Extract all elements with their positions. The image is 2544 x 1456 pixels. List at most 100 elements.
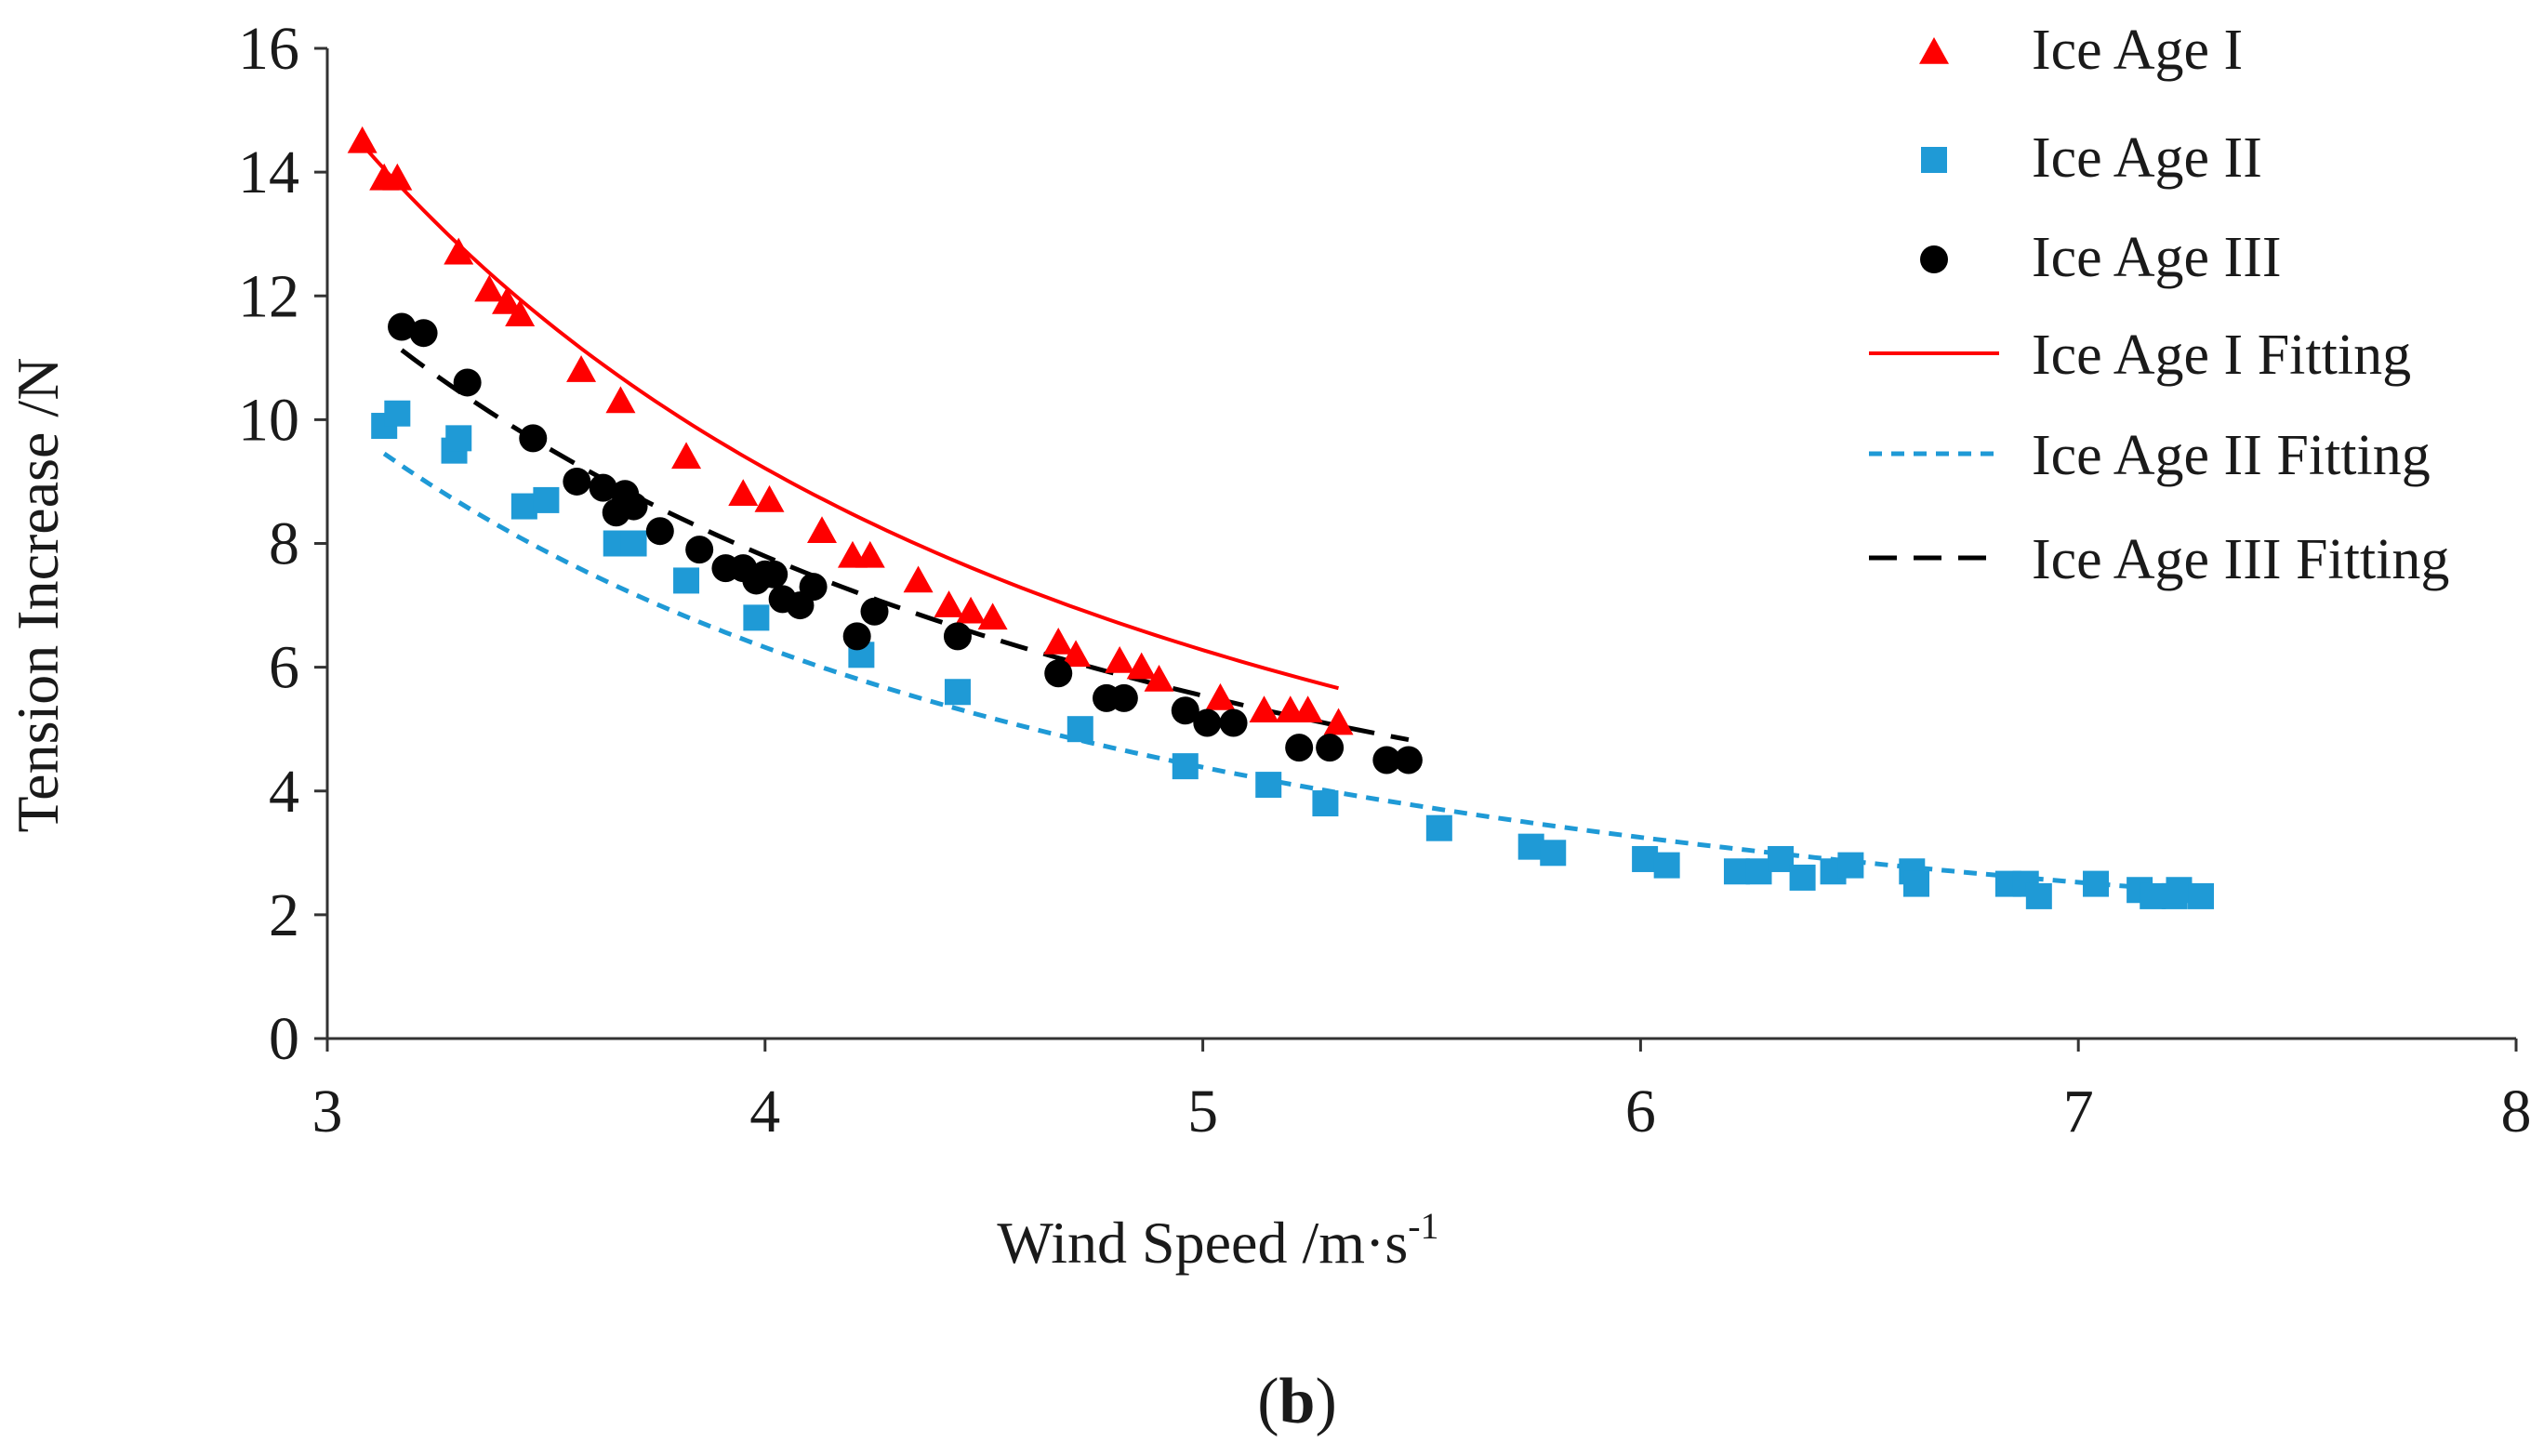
data-point [943,622,972,651]
data-point [1292,695,1323,723]
series-ice-age-iii [388,312,1423,774]
x-tick-label: 8 [2501,1078,2532,1145]
data-point [760,560,788,589]
data-point [409,319,438,348]
data-point [1126,652,1157,680]
data-point [855,540,885,568]
legend-item: Ice Age I [1919,19,2243,82]
y-axis-title: Tension Increase /N [5,358,71,833]
data-point [605,386,636,414]
legend: Ice Age I Ice Age II Ice Age III Ice Age I … [1869,19,2449,591]
data-point [977,602,1008,630]
legend-item: Ice Age III Fitting [1869,528,2449,591]
data-point [903,565,934,593]
legend-item: Ice Age II Fitting [1869,424,2431,487]
data-point [1316,734,1345,762]
legend-item: Ice Age III [1920,226,2282,289]
data-point [1255,772,1282,799]
data-point [388,312,417,341]
axes: 0 2 4 6 8 10 12 14 16 3 4 5 6 7 8 [238,15,2532,1145]
legend-label: Ice Age I Fitting [2032,324,2411,387]
data-point [1312,790,1339,817]
data-point [2025,882,2052,909]
legend-label: Ice Age III Fitting [2032,528,2449,591]
data-point [728,479,759,507]
panel-label: (b) [1257,1366,1337,1437]
x-axis-title-text: Wind Speed /m·s [997,1210,1408,1276]
data-point [382,163,413,191]
data-point [1768,845,1795,872]
legend-item: Ice Age II [1921,126,2262,190]
data-point [384,400,411,427]
data-point [619,492,648,521]
data-point [1653,852,1680,879]
series-ice-age-ii [371,400,2215,909]
x-axis-title-superscript: -1 [1408,1205,1438,1247]
x-tick-label: 5 [1187,1078,1218,1145]
data-point [1193,708,1222,737]
data-point [743,604,770,631]
data-point [1205,682,1236,710]
y-tick-label: 6 [269,634,299,702]
data-point [2166,877,2193,904]
data-point [1043,628,1074,655]
data-point [1372,746,1401,774]
legend-label: Ice Age III [2032,226,2282,289]
data-point [1249,695,1279,723]
data-point [1144,664,1174,692]
data-point [445,425,472,452]
x-tick-label: 4 [749,1078,780,1145]
data-point [934,590,964,617]
y-tick-label: 10 [238,386,299,454]
data-point [1425,814,1452,841]
panel-label-open: ( [1257,1366,1279,1437]
data-point [685,536,714,564]
data-point [1105,645,1135,673]
data-point [1837,852,1864,879]
data-point [589,473,617,502]
data-point [1044,659,1073,688]
data-point [2140,882,2166,909]
data-point [807,516,838,543]
fit-line-ice-age-ii-fitting [382,451,2202,894]
data-point [1067,716,1093,743]
series-ice-age-i [347,126,1354,735]
x-tick-label: 6 [1625,1078,1656,1145]
data-point [860,597,889,626]
fit-lines [361,143,2202,894]
legend-marker [1921,147,1947,173]
data-point [492,286,523,314]
data-point [444,237,474,265]
data-point [474,274,505,302]
data-point [533,486,560,513]
data-markers [347,126,2215,909]
legend-label: Ice Age II [2032,126,2262,190]
data-point [1903,870,1930,897]
legend-marker [1920,245,1948,273]
data-point [1109,683,1138,712]
data-point [1172,753,1199,780]
data-point [2188,882,2215,909]
legend-label: Ice Age I [2032,19,2243,82]
y-tick-label: 16 [238,15,299,83]
fit-line-ice-age-iii-fitting [400,348,1410,743]
data-point [1285,734,1314,762]
data-point [505,299,536,327]
y-tick-label: 4 [269,758,299,826]
data-point [842,622,871,651]
data-point [1323,708,1354,735]
panel-label-close: ) [1315,1366,1336,1437]
y-tick-label: 0 [269,1005,299,1073]
fit-line-ice-age-i-fitting [361,143,1340,691]
data-point [671,442,702,470]
data-point [645,517,674,546]
y-tick-label: 2 [269,881,299,949]
data-point [1540,840,1567,867]
x-tick-label: 3 [312,1078,343,1145]
data-point [566,355,597,382]
data-point [1723,858,1750,885]
y-tick-label: 8 [269,510,299,578]
data-point [1394,746,1423,774]
